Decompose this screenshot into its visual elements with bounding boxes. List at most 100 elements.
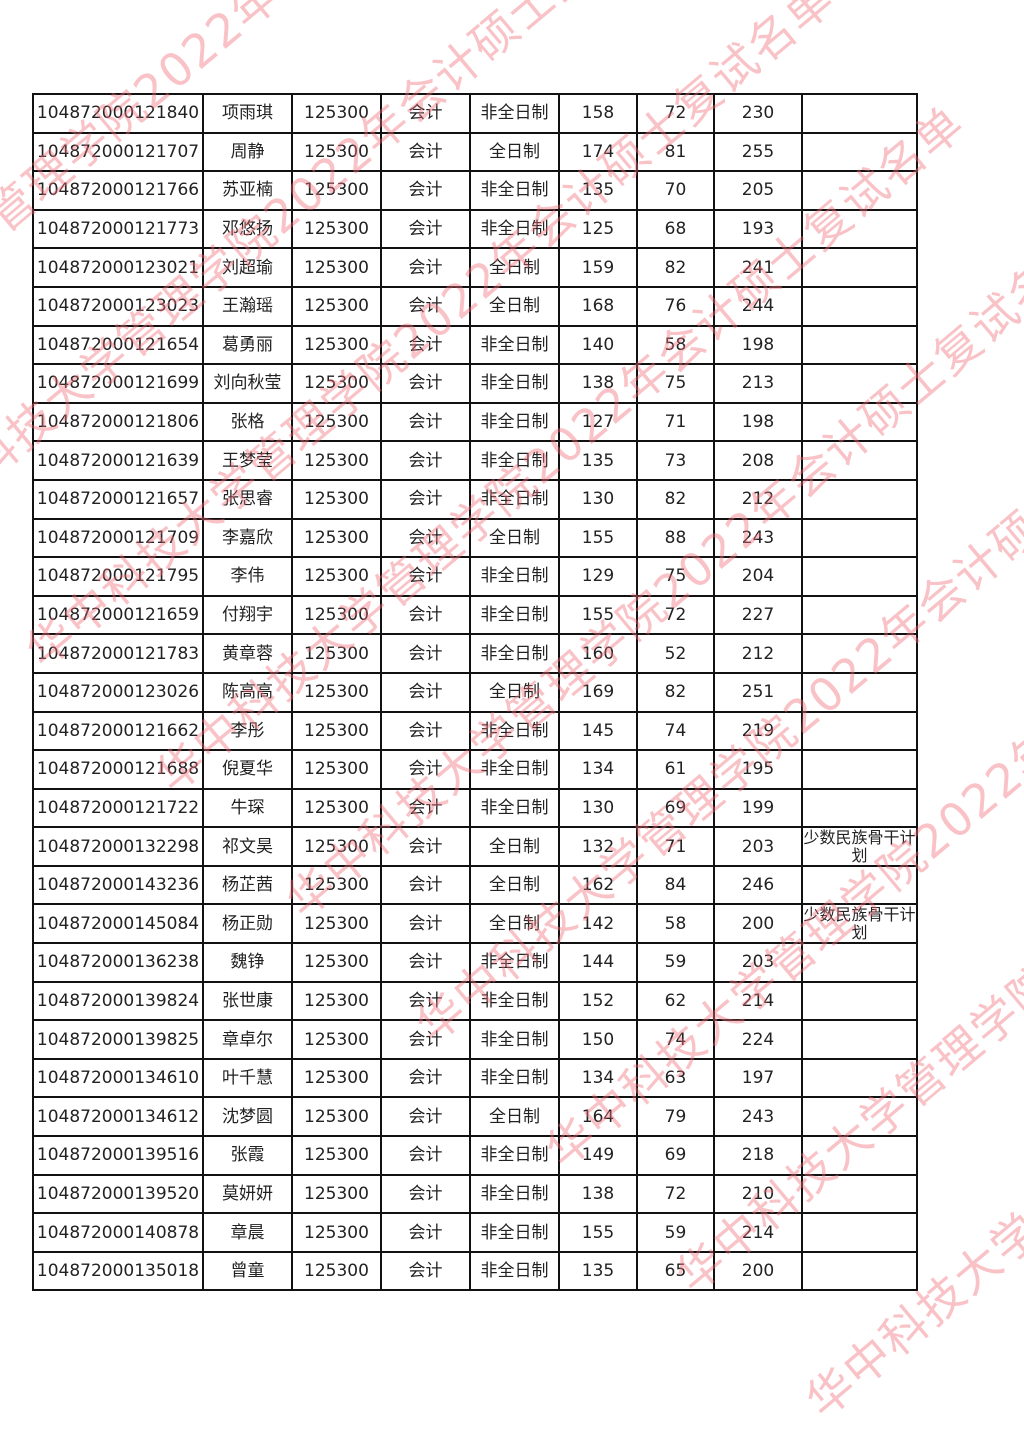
table-row: 104872000121707 周静 125300 会计 全日制 174 81 255 [32,131,918,173]
major-name-cell: 会计 [380,787,471,829]
note-cell [801,440,918,481]
note-cell [801,749,918,790]
score-1-cell: 162 [558,864,638,906]
candidate-id-cell: 104872000134612 [32,1096,204,1138]
note-cell [801,401,918,443]
note-cell [801,131,918,173]
candidate-id-cell: 104872000121707 [32,131,204,173]
major-name-cell: 会计 [380,749,471,790]
study-mode-cell: 非全日制 [469,478,560,520]
note-cell [801,478,918,520]
major-name-cell: 会计 [380,942,471,983]
major-code-cell: 125300 [291,556,382,597]
total-score-cell: 193 [713,208,803,250]
study-mode-cell: 全日制 [469,671,560,713]
candidate-id-cell: 104872000121659 [32,594,204,636]
major-code-cell: 125300 [291,864,382,906]
candidate-id-cell: 104872000143236 [32,864,204,906]
major-name-cell: 会计 [380,556,471,597]
score-2-cell: 72 [636,1173,715,1215]
major-name-cell: 会计 [380,363,471,404]
major-name-cell: 会计 [380,93,471,134]
candidate-name-cell: 杨芷茜 [202,864,293,906]
candidate-name-cell: 张格 [202,401,293,443]
score-2-cell: 71 [636,401,715,443]
total-score-cell: 243 [713,1096,803,1138]
study-mode-cell: 非全日制 [469,1173,560,1215]
candidate-id-cell: 104872000132298 [32,826,204,867]
candidate-id-cell: 104872000121654 [32,324,204,366]
major-name-cell: 会计 [380,1173,471,1215]
major-code-cell: 125300 [291,440,382,481]
major-name-cell: 会计 [380,478,471,520]
total-score-cell: 205 [713,170,803,211]
candidate-id-cell: 104872000123023 [32,285,204,327]
candidate-id-cell: 104872000121783 [32,633,204,674]
major-code-cell: 125300 [291,633,382,674]
candidate-id-cell: 104872000139520 [32,1173,204,1215]
candidate-name-cell: 付翔宇 [202,594,293,636]
score-2-cell: 74 [636,710,715,752]
major-name-cell: 会计 [380,980,471,1022]
candidate-name-cell: 张世康 [202,980,293,1022]
score-2-cell: 59 [636,1212,715,1253]
total-score-cell: 203 [713,942,803,983]
major-name-cell: 会计 [380,1212,471,1253]
candidate-name-cell: 杨正勋 [202,903,293,945]
score-2-cell: 70 [636,170,715,211]
score-1-cell: 138 [558,363,638,404]
table-row: 104872000139520 莫妍妍 125300 会计 非全日制 138 72 210 [32,1173,918,1215]
total-score-cell: 214 [713,1212,803,1253]
candidate-id-cell: 104872000121773 [32,208,204,250]
candidate-name-cell: 张思睿 [202,478,293,520]
score-2-cell: 62 [636,980,715,1022]
major-code-cell: 125300 [291,131,382,173]
note-cell [801,556,918,597]
table-row: 104872000139516 张霞 125300 会计 非全日制 149 69 218 [32,1135,918,1176]
total-score-cell: 219 [713,710,803,752]
candidate-id-cell: 104872000134610 [32,1057,204,1099]
candidate-id-cell: 104872000139824 [32,980,204,1022]
major-code-cell: 125300 [291,247,382,288]
score-1-cell: 155 [558,594,638,636]
total-score-cell: 244 [713,285,803,327]
score-2-cell: 58 [636,324,715,366]
table-row: 104872000123026 陈高高 125300 会计 全日制 169 82 251 [32,671,918,713]
note-cell [801,1019,918,1060]
score-2-cell: 59 [636,942,715,983]
candidate-id-cell: 104872000121840 [32,93,204,134]
note-cell [801,864,918,906]
score-2-cell: 82 [636,247,715,288]
note-cell [801,942,918,983]
major-code-cell: 125300 [291,1212,382,1253]
total-score-cell: 251 [713,671,803,713]
candidate-id-cell: 104872000121657 [32,478,204,520]
study-mode-cell: 全日制 [469,247,560,288]
table-row: 104872000134612 沈梦圆 125300 会计 全日制 164 79 243 [32,1096,918,1138]
score-1-cell: 135 [558,1250,638,1292]
major-name-cell: 会计 [380,517,471,559]
total-score-cell: 197 [713,1057,803,1099]
table-row: 104872000121659 付翔宇 125300 会计 非全日制 155 72 227 [32,594,918,636]
score-2-cell: 58 [636,903,715,945]
candidate-name-cell: 沈梦圆 [202,1096,293,1138]
candidate-name-cell: 曾童 [202,1250,293,1292]
table-row: 104872000121639 王梦莹 125300 会计 非全日制 135 73 208 [32,440,918,481]
table-row: 104872000121783 黄章蓉 125300 会计 非全日制 160 52 212 [32,633,918,674]
table-row: 104872000145084 杨正勋 125300 会计 全日制 142 58 200 少数民… [32,903,918,945]
total-score-cell: 200 [713,1250,803,1292]
score-1-cell: 132 [558,826,638,867]
study-mode-cell: 全日制 [469,826,560,867]
major-code-cell: 125300 [291,170,382,211]
table-row: 104872000121773 邓悠扬 125300 会计 非全日制 125 68 193 [32,208,918,250]
study-mode-cell: 全日制 [469,903,560,945]
note-cell: 少数民族骨干计划 [801,903,918,945]
major-code-cell: 125300 [291,208,382,250]
candidate-id-cell: 104872000121639 [32,440,204,481]
score-1-cell: 152 [558,980,638,1022]
major-name-cell: 会计 [380,285,471,327]
major-name-cell: 会计 [380,826,471,867]
major-name-cell: 会计 [380,324,471,366]
major-name-cell: 会计 [380,671,471,713]
major-name-cell: 会计 [380,594,471,636]
